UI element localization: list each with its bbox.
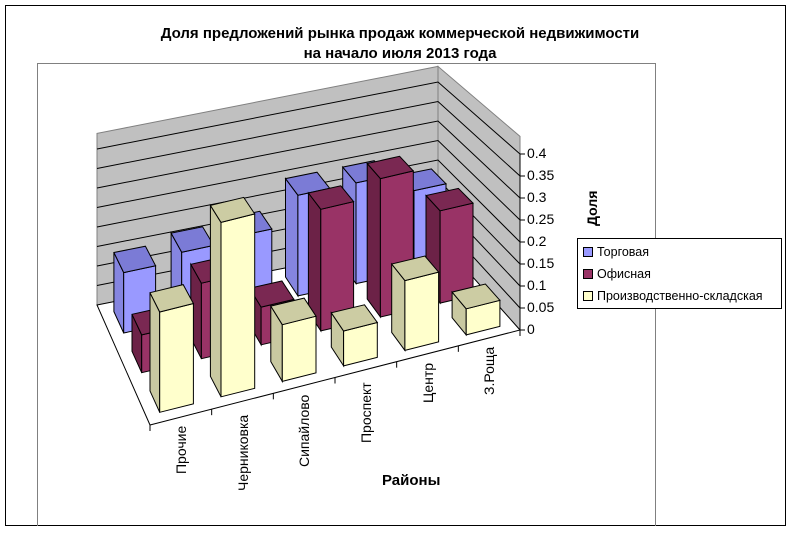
y-tick-label: 0.2	[527, 233, 547, 249]
bar-2-5	[451, 283, 501, 337]
legend-item-proizvodstvenno-skladskaya: Производственно-складская	[583, 287, 763, 305]
legend-label: Офисная	[597, 267, 651, 281]
legend-label: Производственно-складская	[597, 289, 763, 303]
legend-item-torgovaya: Торговая	[583, 243, 649, 261]
chart-title-line-1: Доля предложений рынка продаж коммерческ…	[160, 25, 640, 42]
x-category-label: Черниковка	[234, 415, 251, 492]
y-tick-label: 0.25	[527, 211, 555, 227]
y-tick-label: 0.15	[527, 255, 555, 271]
y-tick-label: 0.3	[527, 189, 547, 205]
bar-2-1	[209, 196, 256, 398]
x-category-label: Проспект	[357, 382, 374, 444]
x-category-label: Сипайлово	[296, 394, 313, 468]
y-tick-label: 0.35	[527, 167, 555, 183]
bar-2-0	[149, 284, 195, 413]
bar-1-3	[307, 185, 355, 333]
chart-title-line-2: на начало июля 2013 года	[303, 45, 497, 62]
y-tick-label: 0.4	[527, 145, 547, 161]
bar-2-3	[330, 304, 379, 368]
x-category-label: Прочие	[172, 426, 189, 475]
legend: Торговая Офисная Производственно-складск…	[577, 238, 782, 309]
x-category-label: З.Роща	[481, 346, 498, 396]
x-axis-label: Районы	[382, 472, 441, 489]
bar-2-4	[390, 255, 440, 352]
legend-swatch-icon	[583, 247, 593, 257]
legend-label: Торговая	[597, 245, 650, 259]
y-tick-label: 0	[527, 321, 535, 337]
x-category-label: Центр	[419, 362, 436, 403]
bar-2-2	[270, 297, 317, 384]
legend-swatch-icon	[583, 269, 593, 279]
y-tick-label: 0.05	[527, 299, 555, 315]
y-tick-label: 0.1	[527, 277, 547, 293]
legend-swatch-icon	[583, 291, 593, 301]
legend-item-ofisnaya: Офисная	[583, 265, 651, 283]
y-axis-label: Доля	[584, 190, 600, 226]
